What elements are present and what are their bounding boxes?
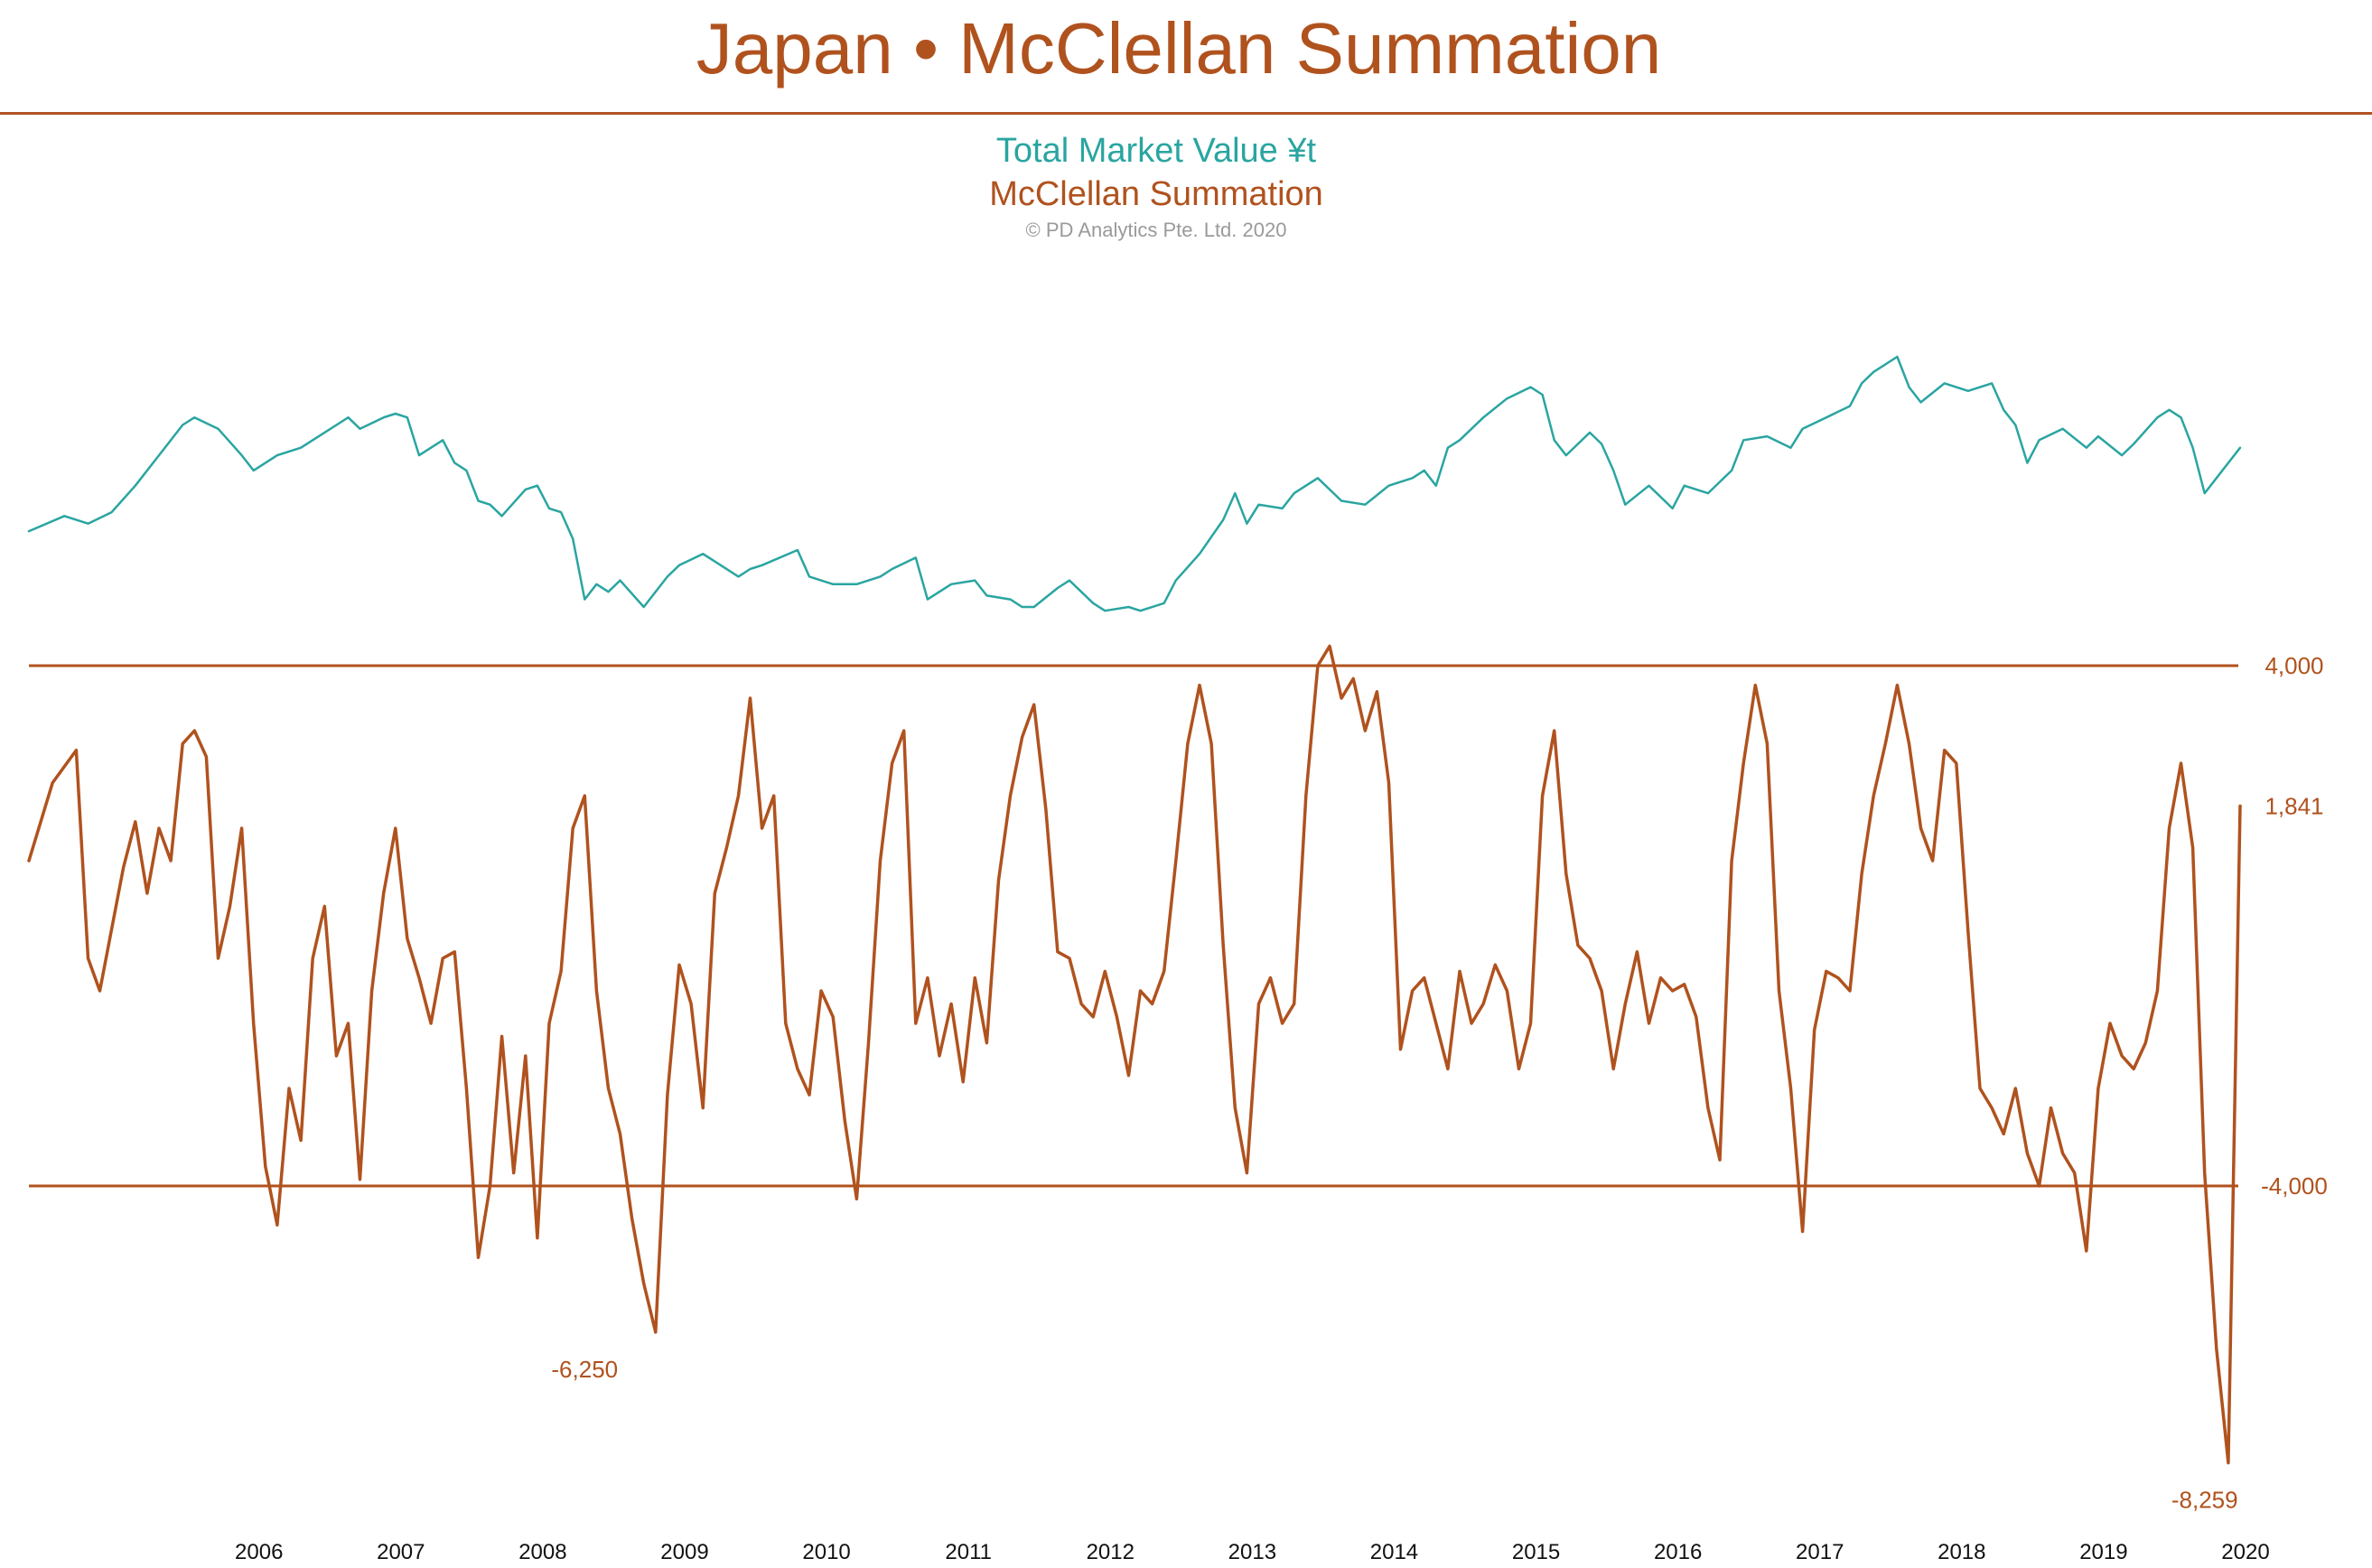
x-tick-label-2009: 2009 [660, 1540, 708, 1564]
x-tick-label-2010: 2010 [802, 1540, 850, 1564]
x-tick-label-2013: 2013 [1228, 1540, 1276, 1564]
x-tick-label-2018: 2018 [1938, 1540, 1985, 1564]
x-tick-label-2006: 2006 [235, 1540, 283, 1564]
annotation-label-2: 1,841 [2265, 792, 2323, 819]
reference-label-1: -4,000 [2261, 1172, 2328, 1199]
x-tick-label-2008: 2008 [518, 1540, 566, 1564]
series-line-total-market-value [27, 355, 2242, 612]
x-tick-label-2014: 2014 [1370, 1540, 1418, 1564]
page-title: Japan • McClellan Summation [696, 8, 1662, 89]
x-tick-label-2015: 2015 [1512, 1540, 1560, 1564]
reference-label-0: 4,000 [2265, 652, 2323, 679]
x-tick-label-2020: 2020 [2221, 1540, 2269, 1564]
annotation-label-0: -6,250 [551, 1356, 618, 1383]
x-tick-label-2007: 2007 [377, 1540, 425, 1564]
x-tick-label-2012: 2012 [1087, 1540, 1135, 1564]
x-tick-label-2016: 2016 [1654, 1540, 1702, 1564]
legend-total-market-value: Total Market Value ¥t [995, 132, 1317, 170]
x-tick-label-2017: 2017 [1796, 1540, 1844, 1564]
x-tick-label-2011: 2011 [945, 1540, 992, 1564]
copyright-notice: © PD Analytics Pte. Ltd. 2020 [1025, 219, 1287, 241]
annotation-label-1: -8,259 [2171, 1487, 2238, 1514]
legend-mcclellan-summation: McClellan Summation [989, 175, 1323, 213]
series-line-mcclellan-summation [27, 644, 2242, 1465]
x-tick-label-2019: 2019 [2079, 1540, 2127, 1564]
title-divider [0, 112, 2372, 115]
